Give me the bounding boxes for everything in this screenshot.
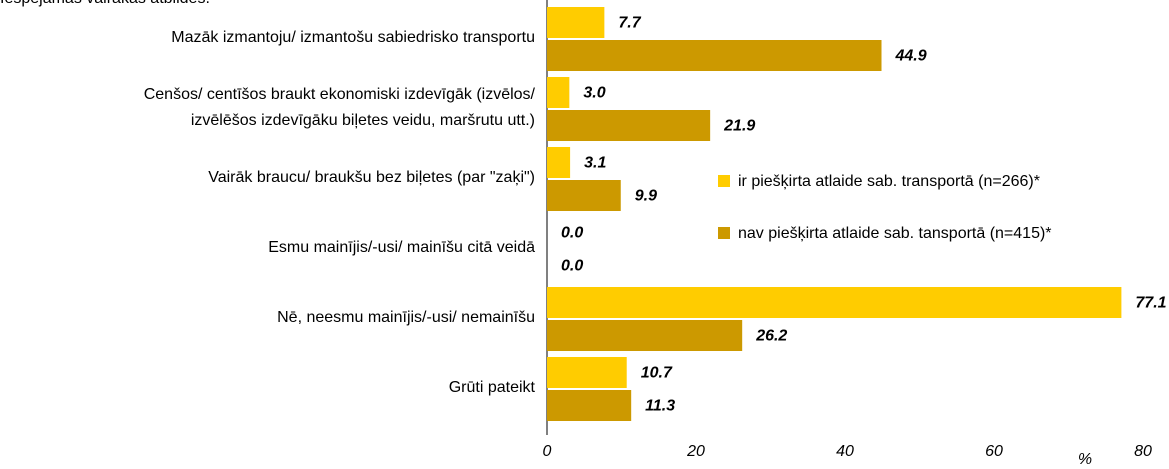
value-label: 7.7: [618, 15, 641, 32]
legend-label: ir piešķirta atlaide sab. transportā (n=…: [738, 173, 1040, 190]
value-label: 9.9: [635, 188, 657, 205]
legend-label: nav piešķirta atlaide sab. tansportā (n=…: [738, 225, 1052, 242]
x-axis-label: %: [1078, 451, 1092, 468]
x-tick-label: 20: [686, 443, 705, 460]
bar: [547, 287, 1122, 318]
value-label: 3.0: [583, 85, 605, 102]
category-label: Nē, neesmu mainījis/-usi/ nemainīšu: [277, 309, 535, 326]
value-label: 11.3: [645, 398, 675, 415]
category-label: Vairāk braucu/ braukšu bez biļetes (par …: [208, 169, 535, 186]
x-tick-label: 60: [985, 443, 1003, 460]
value-label: 0.0: [561, 258, 583, 275]
value-label: 10.7: [641, 365, 673, 382]
bar: [547, 110, 711, 141]
bar: [547, 180, 621, 211]
x-tick-label: 0: [543, 443, 552, 460]
x-tick-label: 80: [1134, 443, 1152, 460]
value-label: 26.2: [755, 328, 787, 345]
bar: [547, 357, 627, 388]
bar: [547, 77, 570, 108]
legend-swatch: [718, 175, 730, 187]
value-label: 44.9: [895, 48, 927, 65]
bar: [547, 40, 882, 71]
bar: [547, 7, 605, 38]
value-label: 21.9: [723, 118, 755, 135]
legend-swatch: [718, 227, 730, 239]
bar: [547, 320, 743, 351]
category-label: Mazāk izmantoju/ izmantošu sabiedrisko t…: [171, 29, 535, 46]
category-label: Esmu mainījis/-usi/ mainīšu citā veidā: [268, 239, 535, 256]
x-tick-label: 40: [836, 443, 854, 460]
bar: [547, 147, 571, 178]
bar: [547, 390, 632, 421]
value-label: 0.0: [561, 225, 583, 242]
category-label: Grūti pateikt: [448, 379, 535, 396]
category-label: Cenšos/ centīšos braukt ekonomiski izdev…: [143, 86, 535, 129]
subtitle: Iespējamas vairākas atbildes.: [0, 0, 210, 8]
value-label: 77.1: [1135, 295, 1166, 312]
value-label: 3.1: [584, 155, 606, 172]
